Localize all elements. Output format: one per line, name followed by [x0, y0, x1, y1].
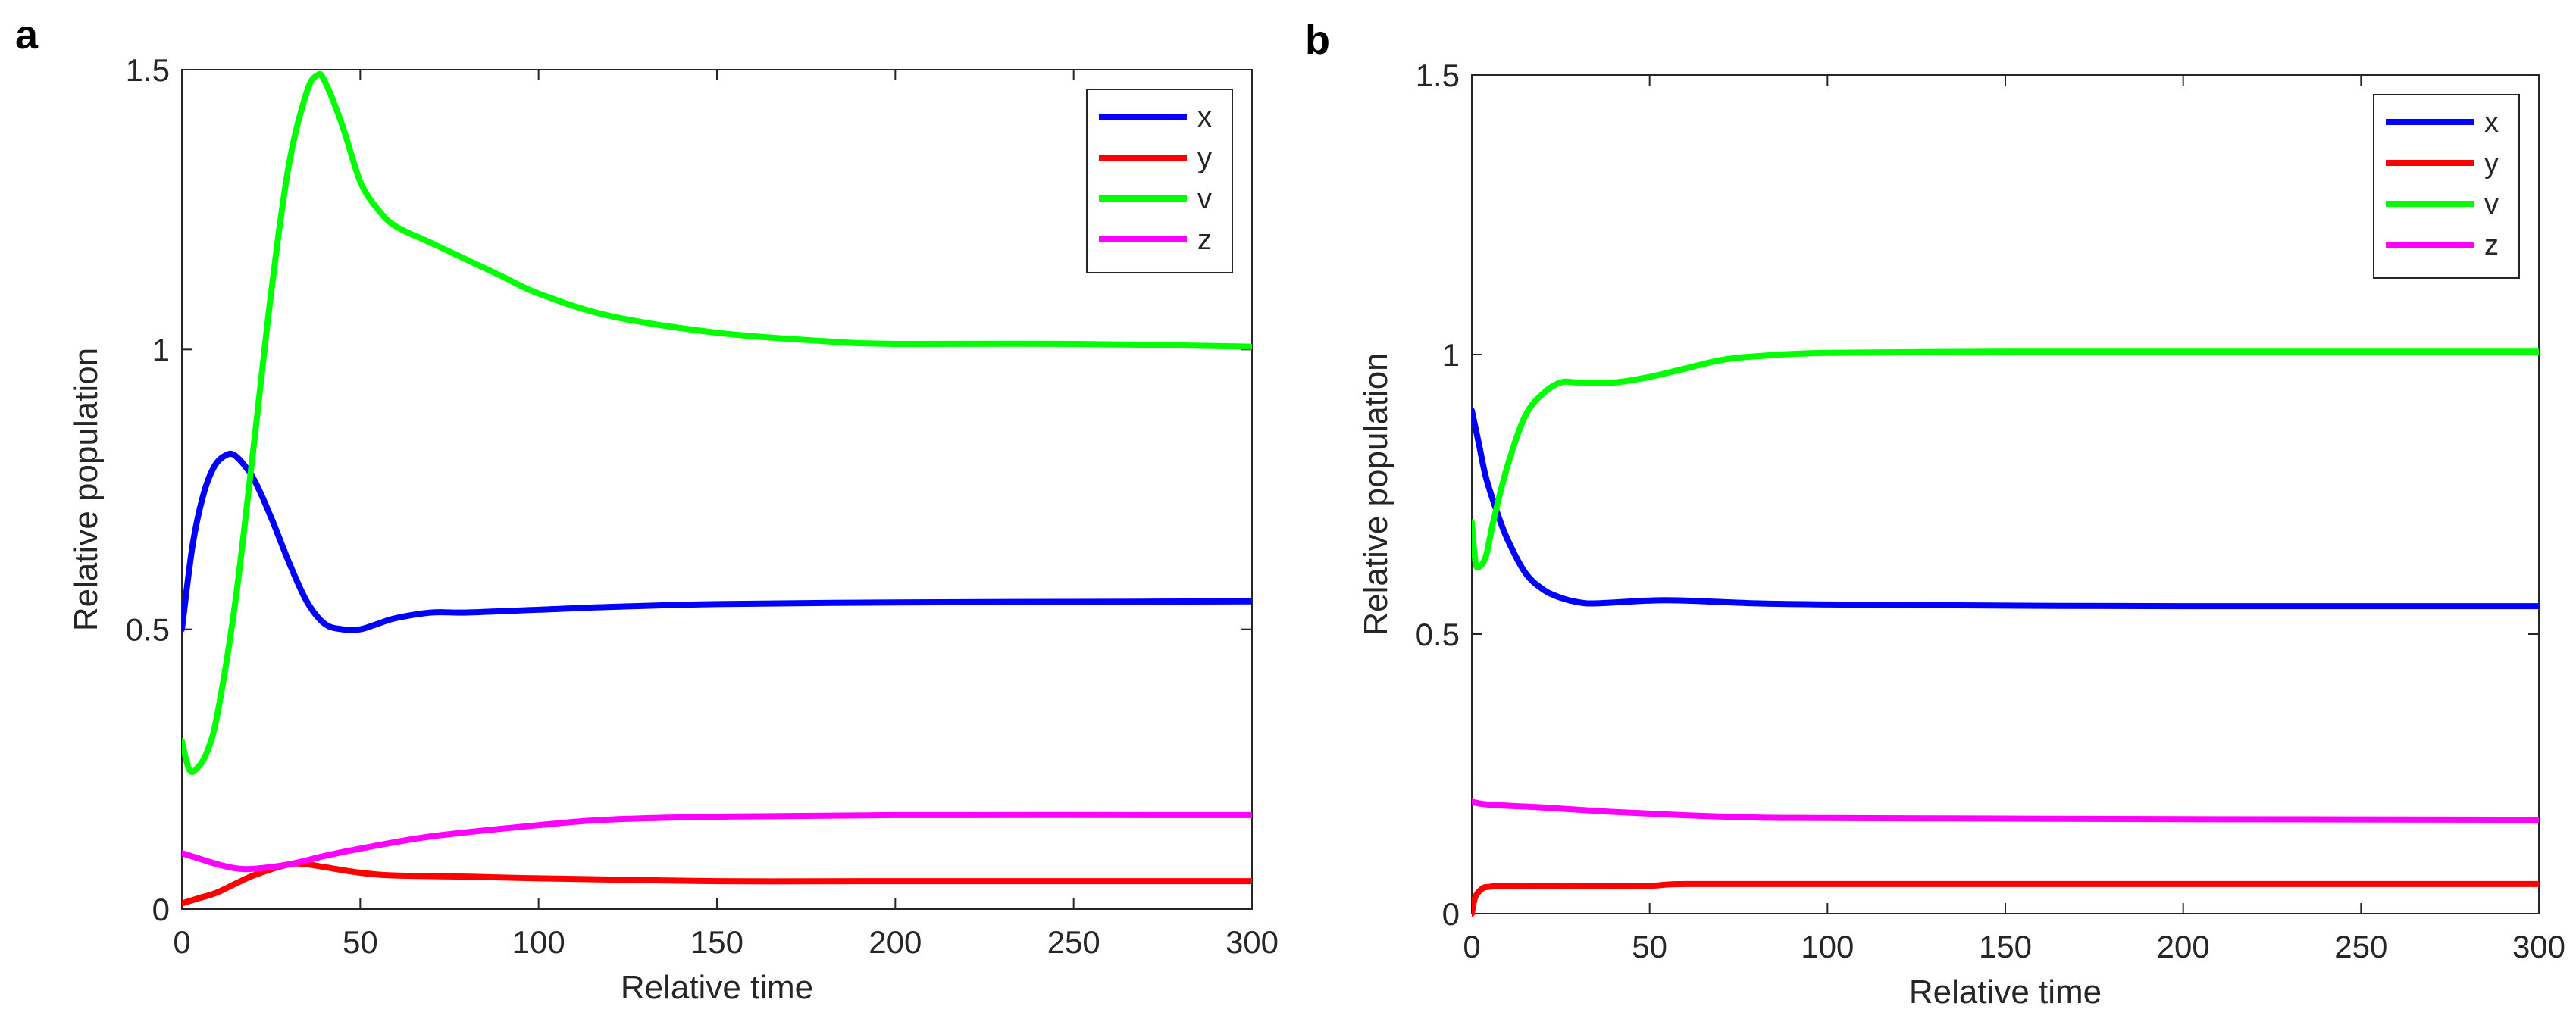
x-tick-label: 150 [690, 924, 743, 960]
x-tick-label: 100 [1801, 929, 1854, 964]
x-tick-label: 50 [1632, 929, 1667, 964]
legend-label-z: z [2484, 230, 2499, 261]
y-axis-label: Relative population [1357, 352, 1394, 636]
plot-area [182, 70, 1252, 907]
x-tick-label: 250 [1047, 924, 1100, 960]
x-tick-label: 150 [1979, 929, 2032, 964]
legend-label-y: y [2484, 148, 2499, 180]
x-tick-label: 300 [2512, 929, 2565, 964]
y-axis-label: Relative population [67, 348, 105, 631]
legend-label-y: y [1197, 142, 1212, 174]
panel-b: 0 50 100 150 200 250 300 0 0.5 1 1.5 Relative time R… [1305, 17, 2565, 1011]
y-tick-label: 0 [152, 892, 170, 927]
panel-a: 0 50 100 150 200 250 300 0 0.5 1 1.5 Relative time R… [15, 12, 1279, 1006]
x-tick-label: 50 [343, 924, 378, 960]
x-axis-label: Relative time [1909, 973, 2102, 1011]
series-line-y [182, 860, 1252, 907]
y-tick-label: 0 [1442, 896, 1460, 932]
plot-area [1472, 348, 2539, 917]
y-tick-label: 1.5 [126, 52, 170, 88]
x-tick-label: 0 [1463, 929, 1480, 964]
series-line-x [182, 450, 1252, 633]
x-tick-label: 300 [1225, 924, 1279, 960]
series-line-x [1472, 407, 2539, 610]
series-line-v [182, 70, 1252, 776]
series-line-v [1472, 348, 2539, 571]
y-tick-label: 1 [152, 332, 170, 367]
x-tick-label: 100 [512, 924, 565, 960]
x-axis-label: Relative time [621, 969, 813, 1006]
x-tick-label: 200 [869, 924, 922, 960]
series-line-y [1472, 880, 2539, 917]
series-line-z [1472, 798, 2539, 823]
legend-label-x: x [1197, 102, 1212, 133]
x-tick-label: 0 [173, 924, 190, 960]
panel-letter: a [15, 12, 39, 58]
legend-label-v: v [2484, 189, 2499, 220]
legend-label-v: v [1197, 183, 1212, 215]
y-tick-label: 1 [1442, 337, 1460, 373]
x-tick-label: 200 [2157, 929, 2210, 964]
y-tick-label: 1.5 [1416, 58, 1460, 93]
y-tick-label: 0.5 [126, 612, 170, 648]
legend-label-z: z [1197, 224, 1212, 256]
panel-letter: b [1305, 17, 1330, 63]
x-tick-label: 250 [2334, 929, 2387, 964]
legend-label-x: x [2484, 107, 2499, 139]
series-line-z [182, 811, 1252, 873]
y-tick-label: 0.5 [1416, 617, 1460, 652]
